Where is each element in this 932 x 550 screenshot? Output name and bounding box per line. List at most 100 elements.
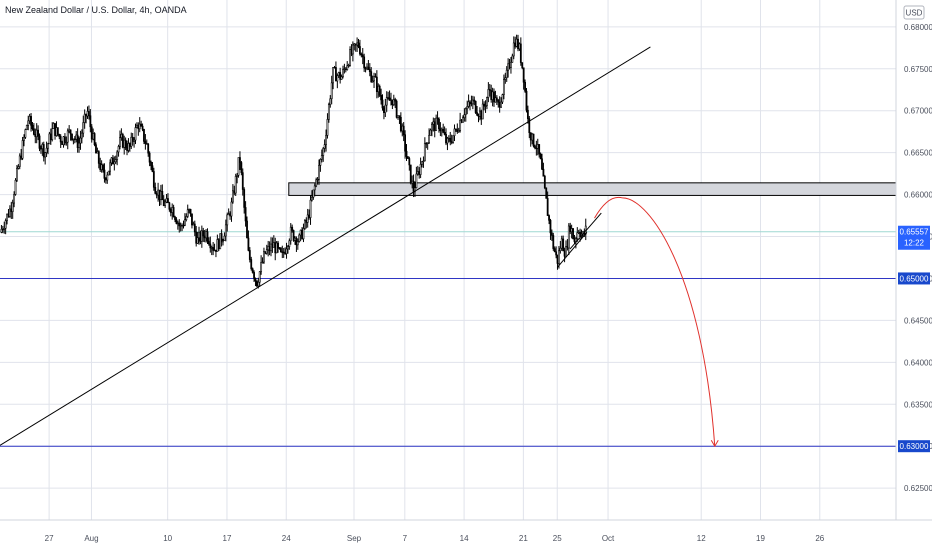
candle-body bbox=[560, 238, 563, 249]
candle-body bbox=[83, 113, 86, 123]
time-tick-label: Aug bbox=[84, 534, 98, 543]
candle-body bbox=[37, 129, 40, 137]
candle-body bbox=[192, 223, 195, 226]
candle-body bbox=[398, 115, 401, 118]
candle-body bbox=[512, 42, 515, 57]
candle-body bbox=[100, 164, 103, 170]
candle-body bbox=[234, 176, 237, 194]
candle-body bbox=[416, 171, 419, 175]
candle-body bbox=[373, 76, 375, 82]
candle-body bbox=[8, 208, 11, 217]
candle-body bbox=[484, 105, 487, 107]
candle-body bbox=[90, 126, 93, 140]
candle-body bbox=[277, 242, 279, 249]
candle-body bbox=[167, 198, 169, 204]
candle-body bbox=[123, 139, 126, 148]
candle-body bbox=[514, 42, 517, 47]
candle-body bbox=[138, 123, 141, 130]
candle-body bbox=[41, 144, 44, 149]
candle-body bbox=[500, 101, 502, 108]
candle-body bbox=[480, 110, 483, 120]
candle-body bbox=[524, 81, 526, 92]
candle-body bbox=[261, 261, 264, 264]
candle-body bbox=[200, 230, 203, 242]
candle-body bbox=[206, 231, 209, 242]
candle-body bbox=[426, 142, 429, 144]
candle-body bbox=[24, 129, 27, 138]
candle-body bbox=[250, 259, 253, 270]
candle-body bbox=[384, 104, 387, 114]
time-tick-label: 21 bbox=[519, 534, 528, 543]
candle-body bbox=[143, 128, 145, 142]
candle-body bbox=[370, 71, 373, 83]
candle-body bbox=[359, 46, 361, 55]
candle-body bbox=[287, 246, 289, 250]
candle-body bbox=[133, 139, 135, 142]
candle-body bbox=[404, 134, 406, 152]
price-tick-label: 0.64500 bbox=[904, 316, 932, 325]
candle-body bbox=[112, 157, 114, 165]
candle-body bbox=[86, 111, 89, 117]
time-tick-label: Oct bbox=[602, 534, 615, 543]
candle-body bbox=[205, 231, 207, 239]
candle-body bbox=[344, 68, 347, 70]
candle-body bbox=[193, 223, 196, 233]
candle-body bbox=[549, 220, 552, 234]
current-price-text: 0.65557 bbox=[900, 228, 929, 237]
candle-body bbox=[13, 194, 16, 204]
candle-body bbox=[357, 42, 360, 47]
candle-body bbox=[107, 170, 110, 176]
candle-body bbox=[466, 106, 469, 110]
candle-body bbox=[405, 150, 408, 157]
candle-body bbox=[486, 97, 488, 106]
candle-body bbox=[27, 120, 30, 126]
candle-body bbox=[518, 43, 521, 50]
candle-body bbox=[109, 162, 111, 172]
candle-body bbox=[93, 133, 96, 145]
candle-body bbox=[61, 141, 64, 145]
candle-body bbox=[519, 43, 522, 63]
time-tick-label: 24 bbox=[282, 534, 291, 543]
candle-body bbox=[337, 72, 340, 76]
candle-body bbox=[154, 187, 157, 194]
candle-body bbox=[16, 168, 18, 181]
candle-body bbox=[164, 201, 167, 206]
candle-body bbox=[510, 61, 512, 68]
candle-body bbox=[126, 147, 128, 151]
candle-body bbox=[377, 85, 380, 93]
candle-body bbox=[14, 179, 17, 195]
candle-body bbox=[418, 171, 421, 175]
candle-body bbox=[555, 251, 558, 256]
candle-body bbox=[329, 98, 332, 105]
candle-body bbox=[421, 161, 423, 165]
candle-body bbox=[368, 69, 371, 72]
candle-body bbox=[224, 224, 227, 237]
candle-body bbox=[66, 130, 69, 143]
candle-body bbox=[343, 68, 346, 70]
candle-body bbox=[38, 135, 41, 149]
candle-body bbox=[151, 165, 154, 172]
candle-body bbox=[536, 144, 539, 149]
candle-body bbox=[119, 137, 121, 147]
candle-body bbox=[254, 278, 257, 282]
candle-body bbox=[320, 155, 323, 160]
candle-body bbox=[473, 99, 476, 102]
candle-body bbox=[429, 129, 432, 136]
candle-body bbox=[366, 66, 368, 70]
candle-body bbox=[73, 138, 76, 141]
candle-body bbox=[171, 207, 174, 213]
candle-body bbox=[48, 133, 51, 145]
candle-body bbox=[116, 151, 119, 160]
candle-body bbox=[546, 198, 549, 216]
candle-body bbox=[104, 178, 107, 181]
candle-body bbox=[102, 164, 104, 171]
candle-body bbox=[11, 202, 14, 212]
price-tick-label: 0.66500 bbox=[904, 149, 932, 158]
candle-body bbox=[49, 133, 52, 140]
candle-body bbox=[120, 134, 123, 138]
candle-body bbox=[272, 242, 275, 248]
time-tick-label: 27 bbox=[45, 534, 54, 543]
candle-body bbox=[198, 232, 200, 239]
candle-body bbox=[340, 76, 343, 80]
